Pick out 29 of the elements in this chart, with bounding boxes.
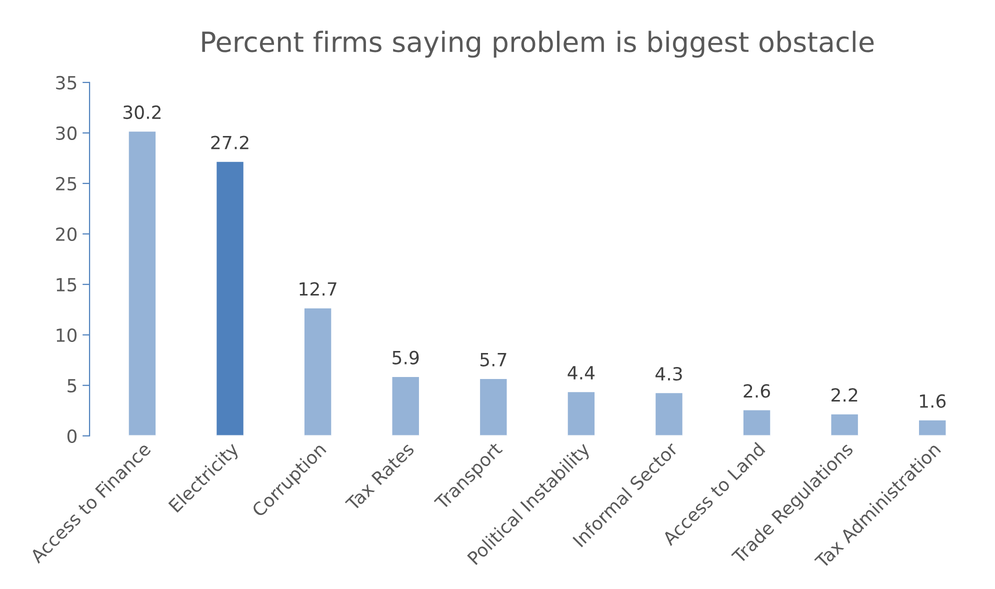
data-label: 30.2 xyxy=(124,105,161,120)
y-tick-label: 20 xyxy=(56,227,77,242)
y-tick-label: 10 xyxy=(56,328,77,342)
bar xyxy=(303,306,333,436)
y-tick-label: 30 xyxy=(56,126,77,140)
bar xyxy=(215,160,245,436)
bar xyxy=(127,130,157,436)
bar xyxy=(830,412,860,436)
data-label: 1.6 xyxy=(920,394,946,408)
data-label: 12.7 xyxy=(300,282,336,296)
y-tick-label: 0 xyxy=(67,429,77,443)
bar xyxy=(390,376,420,436)
data-label: 2.2 xyxy=(832,388,858,402)
bar xyxy=(566,390,596,436)
y-tick-label: 5 xyxy=(68,379,76,392)
data-label: 4.3 xyxy=(656,366,682,381)
data-label: 27.2 xyxy=(211,136,248,150)
y-tick-label: 15 xyxy=(56,278,76,292)
bar xyxy=(918,419,948,436)
chart-title: Percent firms saying problem is biggest obstacle xyxy=(202,30,874,58)
bar xyxy=(742,408,772,436)
data-label: 4.4 xyxy=(568,366,595,380)
bar xyxy=(478,378,508,436)
data-label: 2.6 xyxy=(744,384,770,398)
data-label: 5.9 xyxy=(392,350,419,364)
y-tick-label: 25 xyxy=(56,176,76,191)
data-label: 5.7 xyxy=(480,353,506,366)
y-tick-label: 35 xyxy=(56,76,76,90)
bar xyxy=(654,392,684,436)
